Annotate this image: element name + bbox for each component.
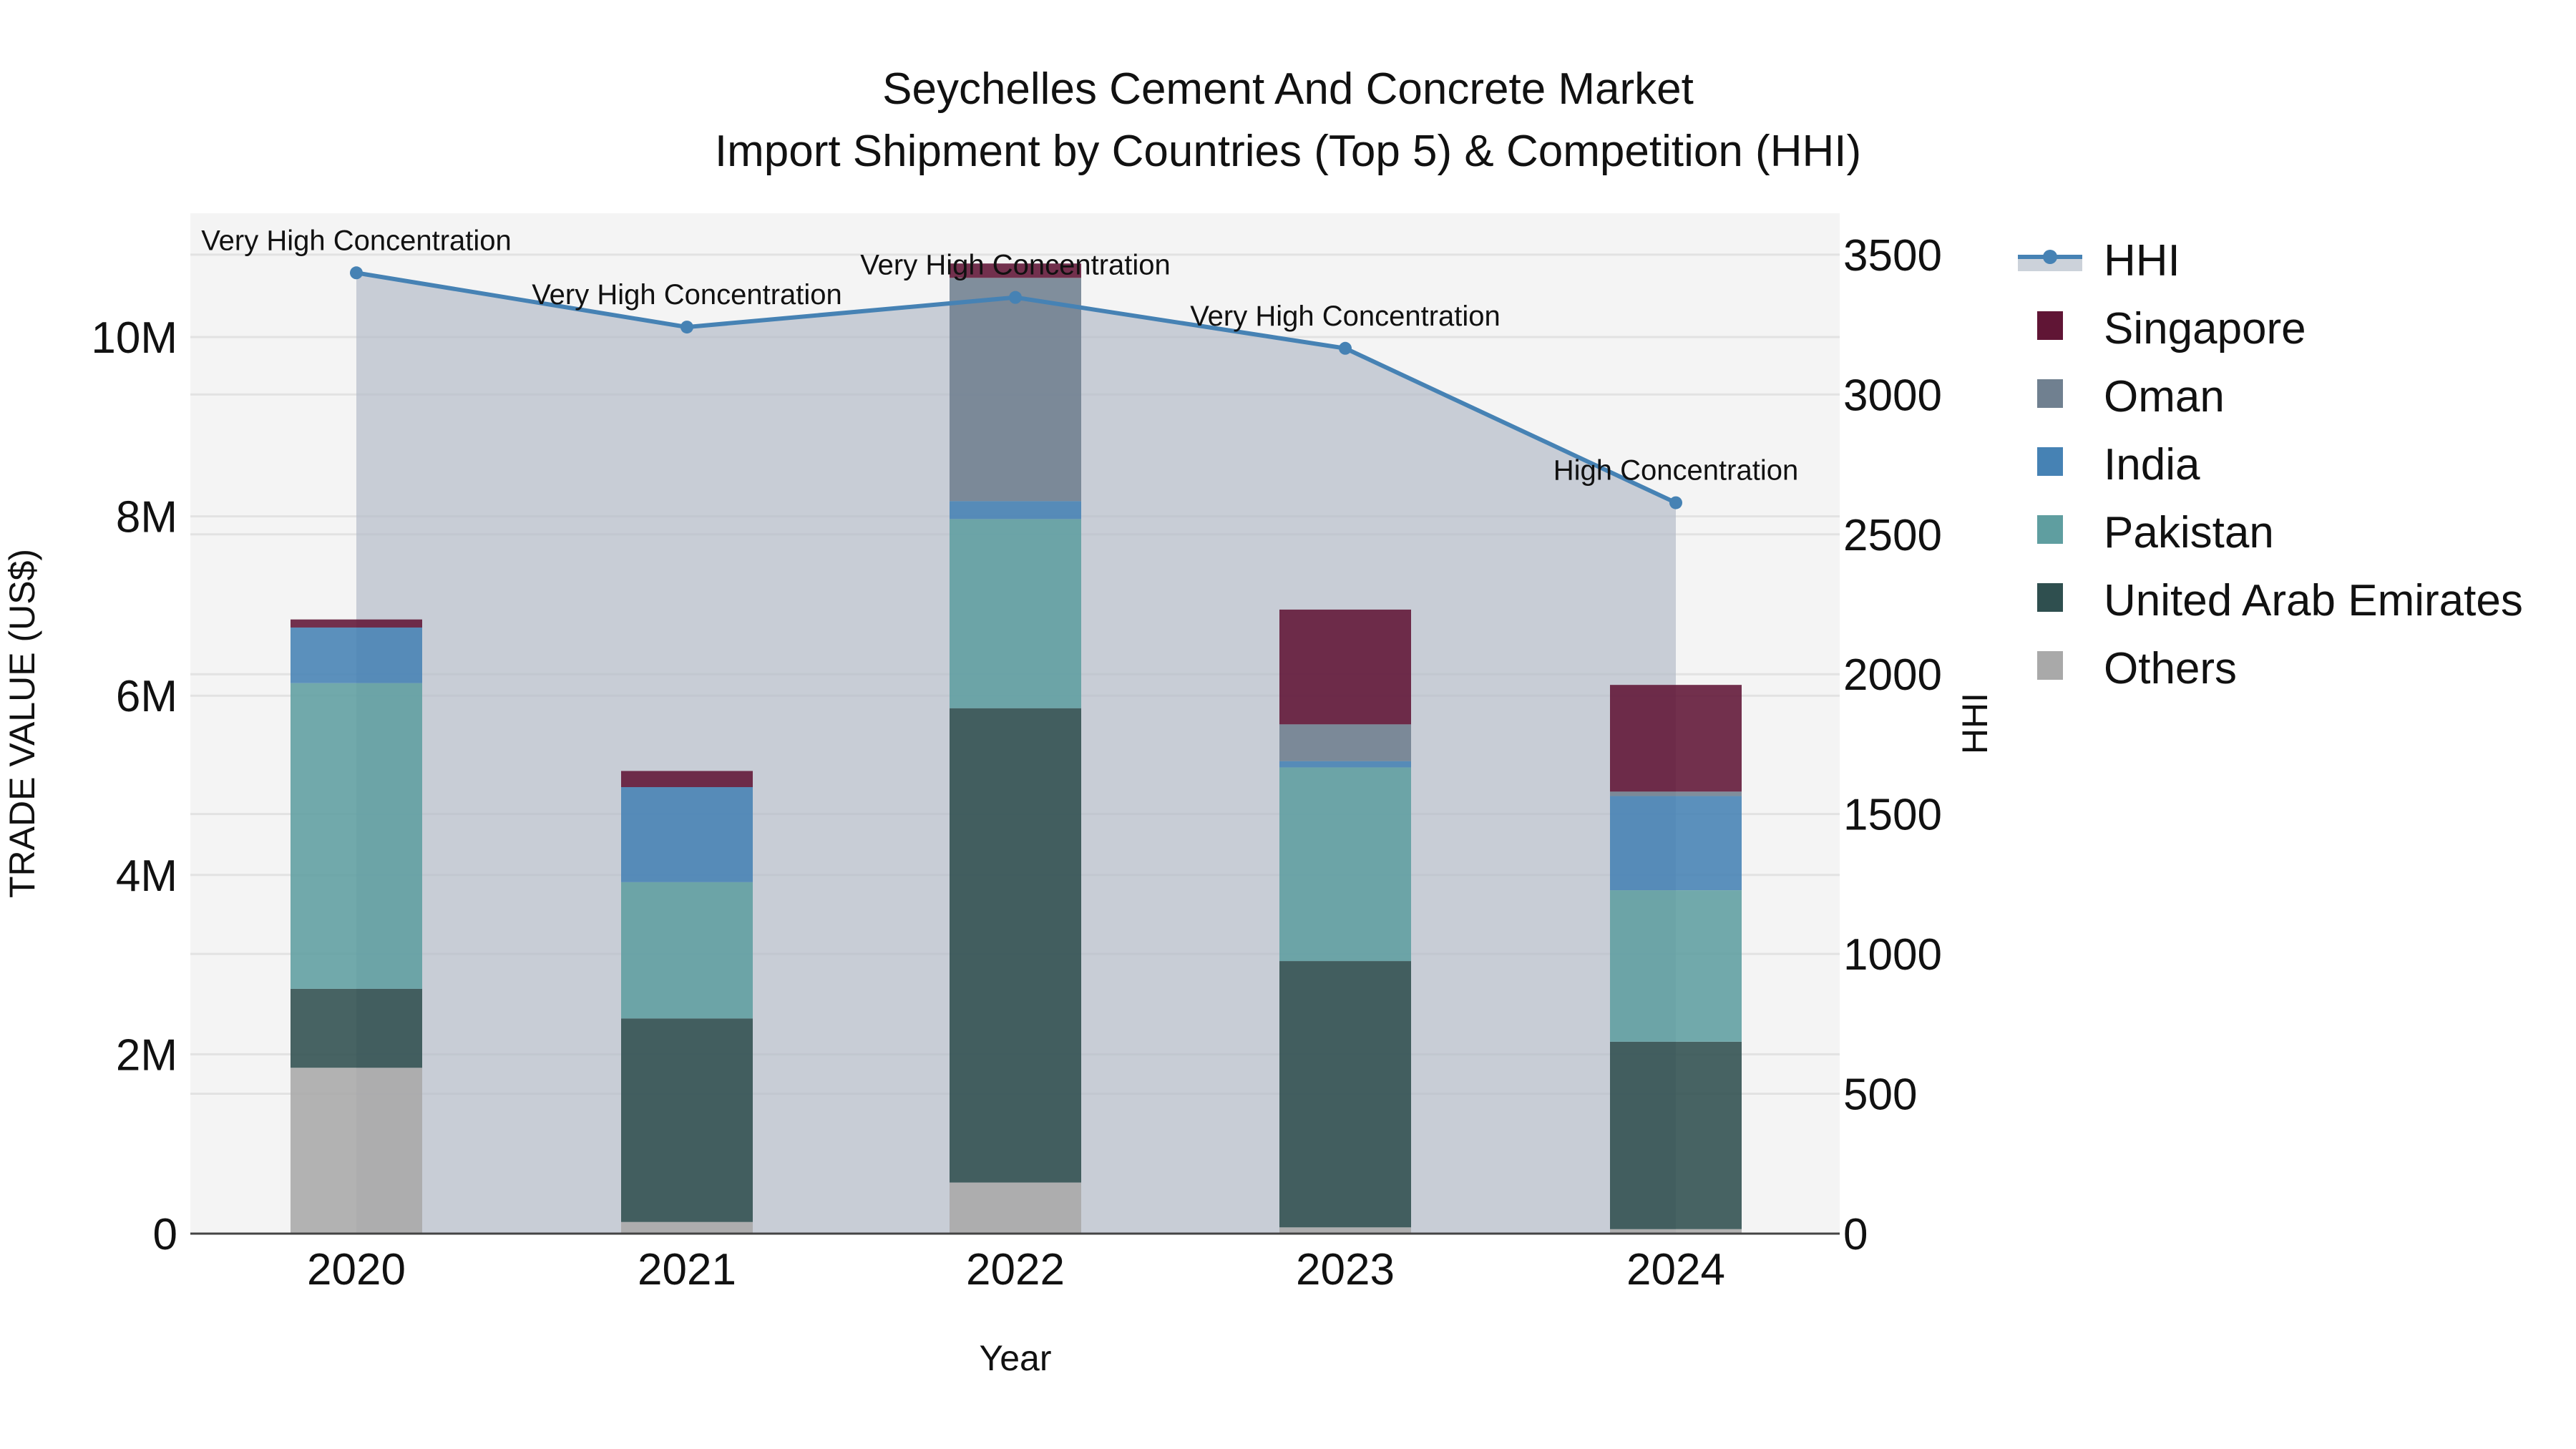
hhi-point-2021[interactable]: [680, 321, 693, 334]
bar-segment-united-arab-emirates-2020[interactable]: [291, 988, 422, 1068]
hhi-annotations: Very High Concentration Very High Concent…: [201, 225, 1798, 486]
bar-segment-singapore-2022[interactable]: [950, 263, 1081, 278]
svg-text:10M: 10M: [91, 313, 177, 363]
svg-text:2000: 2000: [1843, 650, 1942, 700]
hhi-label-2022: Very High Concentration: [860, 250, 1171, 281]
legend-swatch-icon: [2037, 311, 2063, 340]
hhi-label-2023: Very High Concentration: [1190, 301, 1501, 332]
svg-text:3000: 3000: [1843, 371, 1942, 420]
bar-segment-singapore-2020[interactable]: [291, 619, 422, 628]
hhi-label-2021: Very High Concentration: [532, 279, 842, 311]
svg-text:0: 0: [1843, 1210, 1868, 1259]
legend-swatch-icon: [2037, 583, 2063, 612]
svg-text:1000: 1000: [1843, 930, 1942, 980]
bar-segment-oman-2022[interactable]: [950, 278, 1081, 502]
svg-text:4M: 4M: [116, 852, 177, 901]
bar-segment-others-2022[interactable]: [950, 1182, 1081, 1234]
svg-text:Singapore: Singapore: [2104, 304, 2306, 353]
hhi-line-legend-icon: [2043, 250, 2057, 264]
svg-text:2021: 2021: [638, 1245, 736, 1294]
legend-swatch-icon: [2037, 651, 2063, 680]
svg-text:500: 500: [1843, 1070, 1917, 1120]
svg-text:6M: 6M: [116, 672, 177, 721]
x-axis-title: Year: [979, 1338, 1051, 1378]
right-axis-title: HHI: [1955, 693, 1995, 754]
svg-text:United Arab Emirates: United Arab Emirates: [2104, 576, 2523, 625]
bar-segment-others-2021[interactable]: [621, 1221, 753, 1234]
bar-segment-united-arab-emirates-2023[interactable]: [1279, 961, 1411, 1228]
svg-text:8M: 8M: [116, 493, 177, 542]
bar-segment-others-2023[interactable]: [1279, 1227, 1411, 1234]
legend-item-singapore[interactable]: Singapore: [2037, 304, 2306, 353]
hhi-point-2022[interactable]: [1009, 291, 1022, 304]
bar-segment-india-2020[interactable]: [291, 627, 422, 683]
left-axis-ticks: 0 2M 4M 6M 8M 10M: [91, 313, 177, 1259]
hhi-point-2023[interactable]: [1339, 341, 1352, 355]
svg-text:2024: 2024: [1626, 1245, 1725, 1294]
bar-segment-pakistan-2021[interactable]: [621, 882, 753, 1019]
svg-text:2500: 2500: [1843, 511, 1942, 560]
hhi-label-2024: High Concentration: [1553, 455, 1798, 487]
chart-title-line1: Seychelles Cement And Concrete Market: [882, 64, 1694, 114]
bar-segment-india-2022[interactable]: [950, 501, 1081, 519]
bar-segment-pakistan-2023[interactable]: [1279, 767, 1411, 962]
legend: HHI Singapore Oman India Pakistan United Arab…: [2018, 236, 2523, 693]
right-axis-ticks: 0 500 1000 1500 2000 2500 3000 3500: [1843, 231, 1942, 1259]
bar-segment-singapore-2021[interactable]: [621, 771, 753, 788]
bar-segment-india-2024[interactable]: [1610, 796, 1742, 891]
stacked-bars: [291, 263, 1742, 1234]
svg-text:2M: 2M: [116, 1030, 177, 1080]
bar-segment-oman-2023[interactable]: [1279, 724, 1411, 761]
bar-segment-united-arab-emirates-2024[interactable]: [1610, 1041, 1742, 1229]
svg-text:Oman: Oman: [2104, 372, 2225, 421]
svg-text:1500: 1500: [1843, 791, 1942, 840]
legend-swatch-icon: [2037, 379, 2063, 408]
legend-item-oman[interactable]: Oman: [2037, 372, 2225, 421]
bar-segment-india-2023[interactable]: [1279, 761, 1411, 768]
bar-segment-united-arab-emirates-2022[interactable]: [950, 708, 1081, 1183]
svg-text:Pakistan: Pakistan: [2104, 508, 2274, 557]
legend-swatch-icon: [2037, 515, 2063, 544]
bar-segment-others-2020[interactable]: [291, 1068, 422, 1234]
legend-item-others[interactable]: Others: [2037, 644, 2237, 693]
chart-title-line2: Import Shipment by Countries (Top 5) & C…: [715, 127, 1861, 176]
bar-segment-india-2021[interactable]: [621, 787, 753, 882]
hhi-point-2020[interactable]: [350, 266, 363, 280]
legend-swatch-icon: [2037, 447, 2063, 476]
hhi-point-2024[interactable]: [1669, 496, 1682, 509]
bar-segment-united-arab-emirates-2021[interactable]: [621, 1018, 753, 1222]
bar-segment-others-2024[interactable]: [1610, 1229, 1742, 1234]
svg-text:2023: 2023: [1296, 1245, 1395, 1294]
hhi-label-2020: Very High Concentration: [201, 225, 512, 256]
svg-text:3500: 3500: [1843, 231, 1942, 280]
svg-text:2020: 2020: [307, 1245, 406, 1294]
bar-segment-singapore-2023[interactable]: [1279, 609, 1411, 725]
bar-segment-pakistan-2020[interactable]: [291, 683, 422, 989]
bar-segment-oman-2024[interactable]: [1610, 791, 1742, 796]
left-axis-title: TRADE VALUE (US$): [2, 549, 42, 898]
legend-item-pakistan[interactable]: Pakistan: [2037, 508, 2274, 557]
svg-text:HHI: HHI: [2104, 236, 2180, 286]
svg-text:Others: Others: [2104, 644, 2237, 693]
legend-item-hhi[interactable]: HHI: [2018, 236, 2180, 286]
x-axis-ticks: 2020 2021 2022 2023 2024: [307, 1245, 1725, 1294]
legend-item-united-arab-emirates[interactable]: United Arab Emirates: [2037, 576, 2523, 625]
bar-segment-pakistan-2022[interactable]: [950, 519, 1081, 708]
legend-item-india[interactable]: India: [2037, 440, 2200, 489]
hhi-line: [350, 266, 1682, 509]
bar-segment-pakistan-2024[interactable]: [1610, 890, 1742, 1042]
svg-text:India: India: [2104, 440, 2200, 489]
svg-text:2022: 2022: [966, 1245, 1065, 1294]
bar-segment-singapore-2024[interactable]: [1610, 685, 1742, 792]
svg-text:0: 0: [153, 1210, 177, 1259]
